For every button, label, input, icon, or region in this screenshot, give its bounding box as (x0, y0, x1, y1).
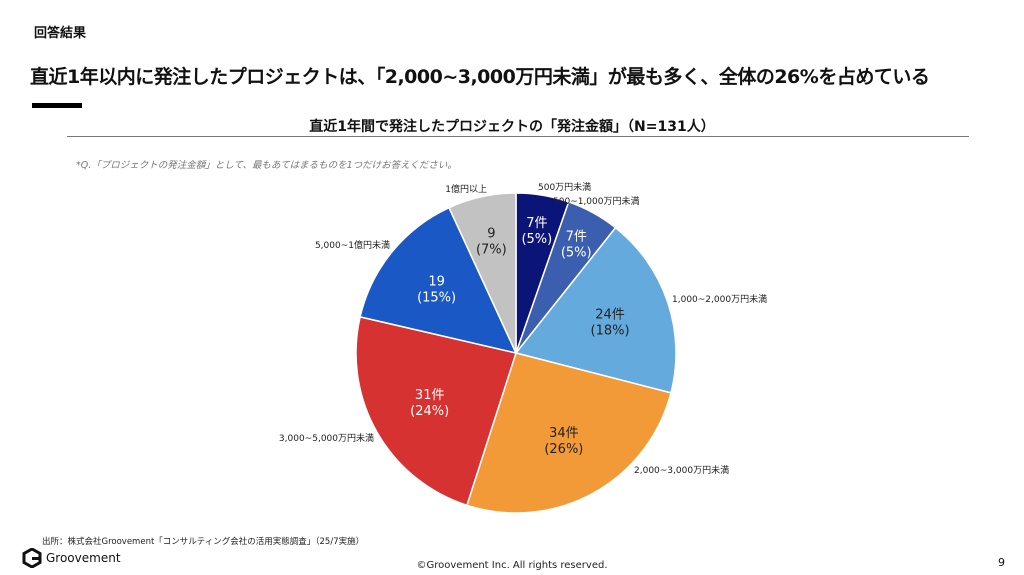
accent-bar (32, 103, 82, 108)
slice-value-label: 19 (428, 274, 445, 289)
source-note: 出所：株式会社Groovement「コンサルティング会社の活用実態調査」（25/… (42, 537, 365, 547)
logo: Groovement (22, 548, 121, 568)
headline: 直近1年以内に発注したプロジェクトは、「2,000~3,000万円未満」が最も多… (30, 66, 930, 88)
slice-category-label: 5,000~1億円未満 (315, 239, 390, 251)
slice-category-label: 1億円以上 (445, 183, 487, 195)
slice-value-label: 7件 (566, 230, 587, 245)
section-label: 回答結果 (34, 26, 87, 41)
groovement-logo-icon (22, 548, 42, 568)
slice-value-label: 9 (487, 226, 495, 241)
page-number: 9 (998, 556, 1005, 569)
slice-percent-label: (5%) (521, 232, 552, 247)
slice-category-label: 500万円未満 (538, 181, 591, 193)
slice-category-label: 2,000~3,000万円未満 (634, 464, 729, 476)
logo-text: Groovement (46, 551, 121, 565)
slice-value-label: 7件 (526, 216, 547, 231)
pie-slice (359, 206, 518, 355)
slice-percent-label: (7%) (476, 242, 507, 257)
slice-percent-label: (5%) (561, 246, 592, 261)
pie-slice (448, 192, 517, 354)
question-note: *Q.「プロジェクトの発注金額」として、最もあてはまるものを1つだけお答えくださ… (76, 160, 457, 171)
pie-slice (355, 315, 517, 507)
slice-percent-label: (26%) (544, 442, 583, 457)
copyright: ©Groovement Inc. All rights reserved. (416, 560, 608, 571)
slice-category-label: 3,000~5,000万円未満 (279, 432, 374, 444)
slice-category-label: 500~1,000万円未満 (553, 195, 640, 207)
pie-slice (465, 352, 672, 514)
slice-value-label: 24件 (595, 307, 625, 322)
slice-value-label: 31件 (415, 388, 445, 403)
slice-value-label: 34件 (549, 426, 579, 441)
divider (67, 136, 969, 137)
slice-category-label: 1,000~2,000万円未満 (672, 293, 767, 305)
pie-slice (514, 226, 677, 394)
slice-percent-label: (18%) (591, 323, 630, 338)
chart-title: 直近1年間で発注したプロジェクトの「発注金額」（N=131人） (309, 119, 715, 135)
slice-percent-label: (24%) (410, 404, 449, 419)
slice-percent-label: (15%) (417, 290, 456, 305)
